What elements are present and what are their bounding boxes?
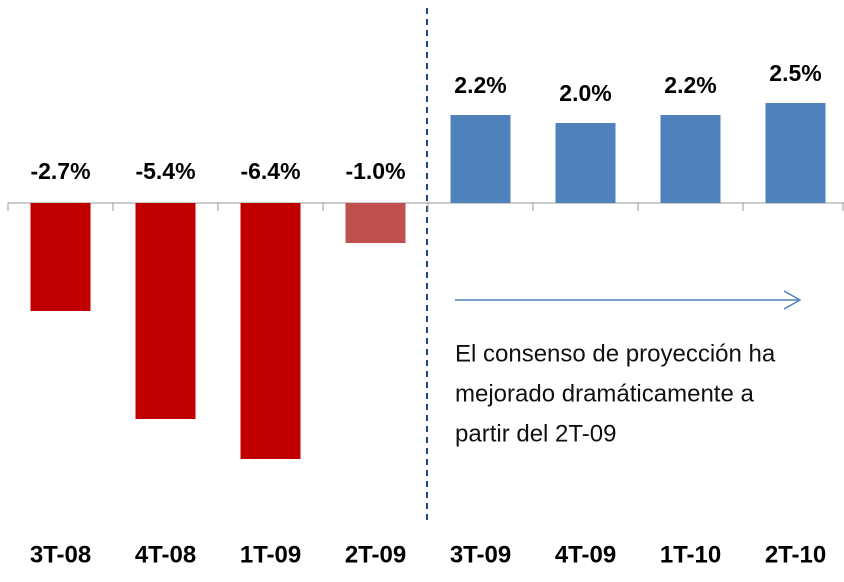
- value-label: 2.5%: [769, 60, 821, 86]
- annotation: partir del 2T-09: [455, 420, 616, 447]
- bar: [660, 115, 721, 203]
- x-tick-label: 4T-09: [555, 541, 616, 568]
- bar: [555, 123, 616, 203]
- arrow-head: [783, 290, 802, 310]
- x-tick-label: 3T-09: [450, 541, 511, 568]
- value-label: 2.2%: [664, 72, 716, 98]
- annotation: mejorado dramáticamente a: [455, 380, 754, 407]
- x-tick-label: 1T-10: [660, 541, 721, 568]
- value-label: -2.7%: [30, 158, 90, 184]
- bar: [240, 203, 301, 459]
- value-label: -5.4%: [135, 158, 195, 184]
- bar: [345, 203, 406, 243]
- bar: [135, 203, 196, 419]
- bar: [450, 115, 511, 203]
- x-tick-label: 3T-08: [30, 541, 91, 568]
- annotation: El consenso de proyección ha: [455, 340, 776, 367]
- x-tick-label: 2T-09: [345, 541, 406, 568]
- value-label: -6.4%: [240, 158, 300, 184]
- x-tick-label: 2T-10: [765, 541, 826, 568]
- value-label: 2.0%: [559, 80, 611, 106]
- value-label: -1.0%: [345, 158, 405, 184]
- value-label: 2.2%: [454, 72, 506, 98]
- bar: [30, 203, 91, 311]
- x-tick-label: 4T-08: [135, 541, 196, 568]
- bar: [765, 103, 826, 203]
- x-tick-label: 1T-09: [240, 541, 301, 568]
